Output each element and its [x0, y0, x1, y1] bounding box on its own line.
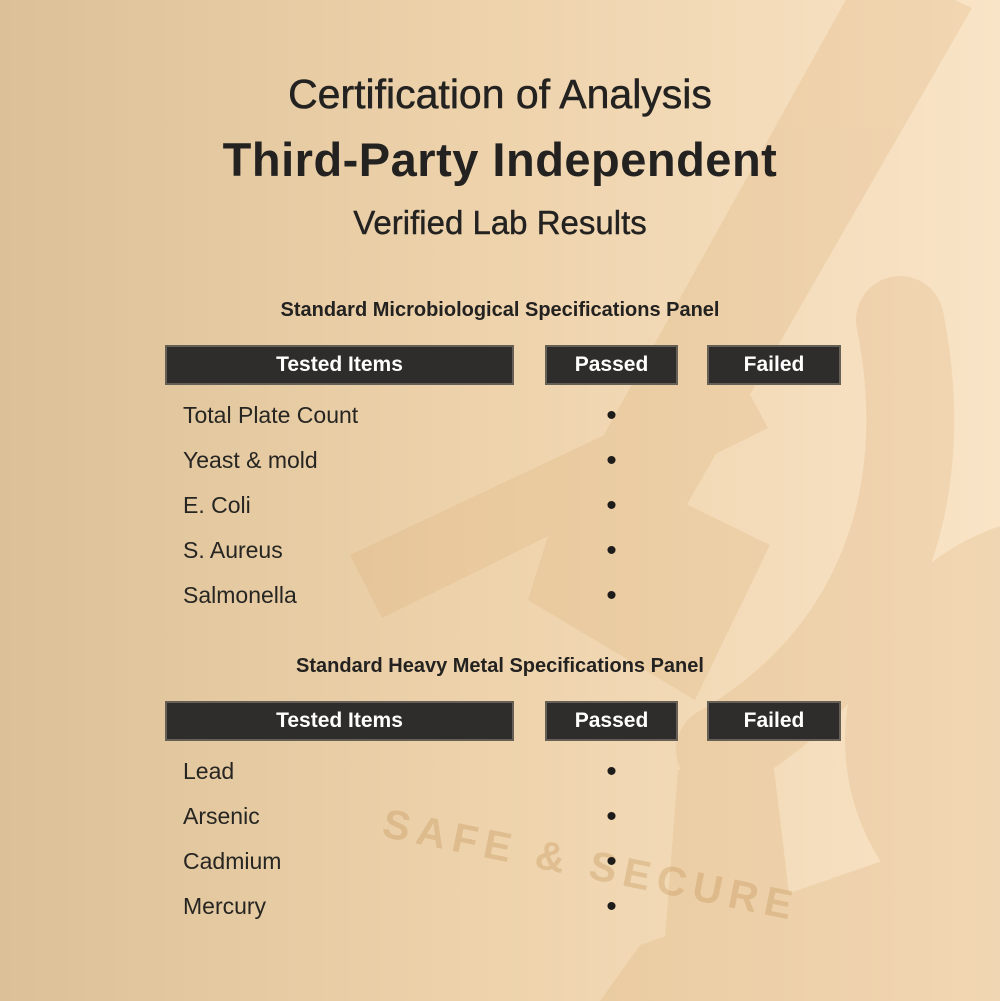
table-row: Lead • [165, 749, 841, 794]
failed-marker [707, 749, 841, 794]
failed-marker [707, 839, 841, 884]
tested-item-label: Cadmium [183, 848, 282, 874]
page-subtitle: Third-Party Independent [222, 133, 778, 186]
table-row: Cadmium • [165, 839, 841, 884]
passed-marker: • [606, 489, 617, 522]
table-row: Salmonella • [165, 573, 841, 618]
tested-item-label: S. Aureus [183, 537, 283, 563]
tested-item-label: Lead [183, 758, 235, 784]
page-tagline: Verified Lab Results [353, 204, 647, 241]
failed-marker [707, 573, 841, 618]
table-row: Arsenic • [165, 794, 841, 839]
failed-marker [707, 794, 841, 839]
passed-marker: • [606, 444, 617, 477]
passed-marker: • [606, 579, 617, 612]
tested-item-label: E. Coli [183, 492, 251, 518]
passed-marker: • [606, 800, 617, 833]
table-row: S. Aureus • [165, 528, 841, 573]
column-header-failed: Failed [707, 345, 841, 385]
page-title: Certification of Analysis [288, 71, 712, 118]
passed-marker: • [606, 845, 617, 878]
tested-item-label: Salmonella [183, 582, 297, 608]
passed-marker: • [606, 890, 617, 923]
microbiological-table: Tested Items Passed Failed Total Plate C… [165, 345, 841, 618]
passed-marker: • [606, 399, 617, 432]
failed-marker [707, 438, 841, 483]
tested-item-label: Arsenic [183, 803, 260, 829]
table-row: Total Plate Count • [165, 393, 841, 438]
heavy-metal-table: Tested Items Passed Failed Lead • Arseni… [165, 701, 841, 929]
failed-marker [707, 483, 841, 528]
column-header-passed: Passed [545, 701, 678, 741]
column-header-tested-items: Tested Items [165, 345, 514, 385]
tested-item-label: Yeast & mold [183, 447, 318, 473]
tested-item-label: Total Plate Count [183, 402, 359, 428]
table-rows: Total Plate Count • Yeast & mold • E. Co… [165, 393, 841, 618]
table-rows: Lead • Arsenic • Cadmium • Mercury • [165, 749, 841, 929]
passed-marker: • [606, 755, 617, 788]
table-header-row: Tested Items Passed Failed [165, 345, 841, 385]
column-header-passed: Passed [545, 345, 678, 385]
table-row: Yeast & mold • [165, 438, 841, 483]
column-header-failed: Failed [707, 701, 841, 741]
tested-item-label: Mercury [183, 893, 267, 919]
table-row: E. Coli • [165, 483, 841, 528]
table-row: Mercury • [165, 884, 841, 929]
failed-marker [707, 528, 841, 573]
table-header-row: Tested Items Passed Failed [165, 701, 841, 741]
section-title-microbiological: Standard Microbiological Specifications … [280, 299, 720, 321]
section-title-heavy-metal: Standard Heavy Metal Specifications Pane… [296, 655, 704, 677]
passed-marker: • [606, 534, 617, 567]
failed-marker [707, 393, 841, 438]
failed-marker [707, 884, 841, 929]
column-header-tested-items: Tested Items [165, 701, 514, 741]
